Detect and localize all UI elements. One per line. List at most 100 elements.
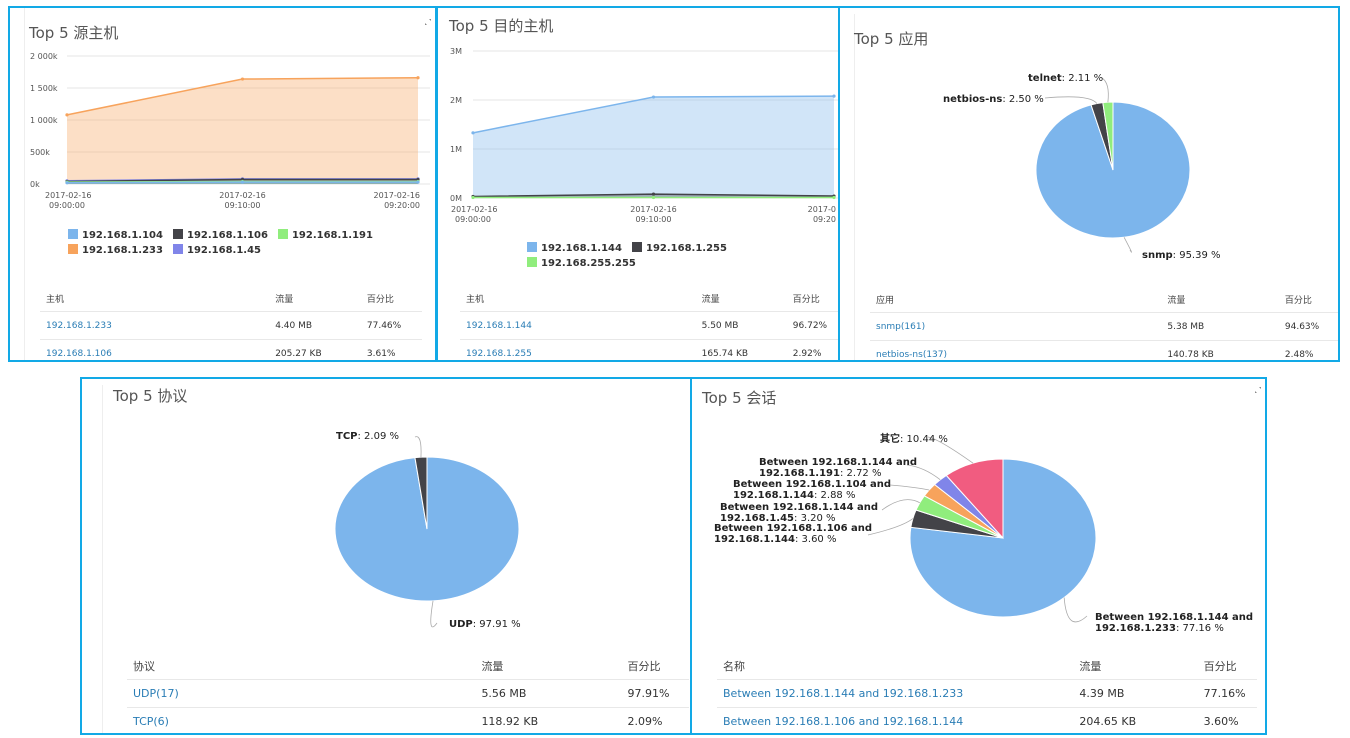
table-header-row: 主机 流量 百分比 xyxy=(460,285,838,312)
data-point[interactable] xyxy=(651,95,656,99)
pie-data-label: netbios-ns: 2.50 % xyxy=(943,94,1044,105)
legend-item[interactable]: 192.168.1.255 xyxy=(631,241,727,256)
legend-label: 192.168.1.233 xyxy=(82,245,163,256)
data-point[interactable] xyxy=(651,192,656,196)
row-name-link[interactable]: 192.168.1.233 xyxy=(40,311,270,340)
traffic-value: 5.50 MB xyxy=(695,311,787,340)
row-name-link[interactable]: Between 192.168.1.144 and 192.168.1.233 xyxy=(717,679,1074,708)
data-point[interactable] xyxy=(416,180,420,184)
panel-top5-applications: Top 5 应用 snmp: 95.39 % netbios-ns: 2.50 %… xyxy=(838,6,1340,362)
table-header-row: 应用 流量 百分比 xyxy=(870,286,1338,313)
expand-icon[interactable] xyxy=(424,18,432,26)
traffic-value: 204.65 KB xyxy=(1073,707,1198,733)
table-row: Between 192.168.1.106 and 192.168.1.144 2… xyxy=(717,707,1257,733)
data-point[interactable] xyxy=(240,180,245,184)
column-header[interactable]: 名称 xyxy=(717,653,1074,680)
column-header[interactable]: 协议 xyxy=(127,653,476,680)
table-row: 192.168.1.106 205.27 KB 3.61% xyxy=(40,339,422,360)
column-header[interactable]: 流量 xyxy=(695,285,787,312)
column-header[interactable]: 百分比 xyxy=(621,653,689,680)
row-name-link[interactable]: 192.168.1.144 xyxy=(460,311,696,340)
data-point[interactable] xyxy=(471,131,475,135)
x-tick-label: 09:20 xyxy=(813,215,836,224)
data-point[interactable] xyxy=(471,195,475,200)
pie-data-label: Between 192.168.1.104 and 192.168.1.144: … xyxy=(733,479,891,501)
row-name-link[interactable]: snmp(161) xyxy=(870,312,1162,341)
row-name-link[interactable]: TCP(6) xyxy=(127,707,476,733)
column-header[interactable]: 百分比 xyxy=(1197,653,1257,680)
label-connector xyxy=(867,518,914,536)
percent-value: 2.48% xyxy=(1278,340,1338,360)
expand-icon[interactable] xyxy=(1254,386,1262,394)
row-name-link[interactable]: 192.168.1.106 xyxy=(40,339,270,360)
label-connector xyxy=(881,499,920,511)
legend-item[interactable]: 192.168.255.255 xyxy=(527,256,636,271)
row-name-link[interactable]: 192.168.1.255 xyxy=(460,339,696,360)
data-point[interactable] xyxy=(416,76,420,80)
column-header[interactable]: 百分比 xyxy=(1278,286,1338,313)
legend-item[interactable]: 192.168.1.144 xyxy=(527,241,622,256)
legend-label: 192.168.1.106 xyxy=(186,230,268,241)
legend-label: 192.168.255.255 xyxy=(541,258,636,269)
pie-data-label: snmp: 95.39 % xyxy=(1142,250,1221,261)
pie-data-label: Between 192.168.1.106 and 192.168.1.144: … xyxy=(714,523,872,545)
legend-label: 192.168.1.255 xyxy=(645,243,727,254)
data-point[interactable] xyxy=(65,113,69,117)
x-tick-label: 09:10:00 xyxy=(225,201,261,210)
percent-value: 2.92% xyxy=(786,339,838,360)
column-header[interactable]: 百分比 xyxy=(360,285,422,312)
legend-label: 192.168.1.104 xyxy=(82,230,163,241)
traffic-value: 118.92 KB xyxy=(475,707,622,733)
table-header-row: 名称 流量 百分比 xyxy=(717,653,1257,680)
traffic-value: 4.40 MB xyxy=(269,311,361,340)
legend-swatch xyxy=(631,242,642,252)
data-point[interactable] xyxy=(240,77,245,81)
label-connector xyxy=(430,600,438,628)
row-name-link[interactable]: netbios-ns(137) xyxy=(870,340,1162,360)
legend-item[interactable]: 192.168.1.191 xyxy=(277,228,373,243)
row-name-link[interactable]: Between 192.168.1.106 and 192.168.1.144 xyxy=(717,707,1074,733)
pie-data-label: Between 192.168.1.144 and 192.168.1.45: 3… xyxy=(720,502,878,524)
percent-value: 77.46% xyxy=(360,311,422,340)
x-tick-label: 2017-02-16 xyxy=(630,205,677,214)
legend-item[interactable]: 192.168.1.106 xyxy=(172,228,268,243)
table-row: TCP(6) 118.92 KB 2.09% xyxy=(127,707,689,733)
data-table: 应用 流量 百分比 snmp(161) 5.38 MB 94.63% netbios-ns(… xyxy=(870,286,1338,360)
legend-label: 192.168.1.191 xyxy=(291,230,373,241)
column-header[interactable]: 流量 xyxy=(269,285,361,312)
column-header[interactable]: 流量 xyxy=(475,653,622,680)
column-header[interactable]: 主机 xyxy=(40,285,270,312)
y-tick-label: 0k xyxy=(30,180,40,189)
column-header[interactable]: 主机 xyxy=(460,285,696,312)
legend-item[interactable]: 192.168.1.45 xyxy=(172,243,261,258)
panel-top5-dest-hosts: Top 5 目的主机 0M 1M 2M 3M 2017-02-16 09:00:00 201… xyxy=(436,6,840,362)
legend-swatch xyxy=(277,229,288,239)
panel-title: Top 5 协议 xyxy=(113,387,188,405)
column-header[interactable]: 百分比 xyxy=(786,285,838,312)
x-tick-label: 09:00:00 xyxy=(455,215,491,224)
column-header[interactable]: 应用 xyxy=(870,286,1162,313)
pie-data-label: 其它: 10.44 % xyxy=(880,432,948,445)
data-point[interactable] xyxy=(651,195,656,200)
data-point[interactable] xyxy=(832,195,836,200)
data-point[interactable] xyxy=(832,94,836,98)
y-tick-label: 0M xyxy=(450,194,462,203)
table-row: 192.168.1.255 165.74 KB 2.92% xyxy=(460,339,838,360)
x-tick-label: 2017-02-16 xyxy=(374,191,421,200)
panel-top5-protocols: Top 5 协议 UDP: 97.91 % TCP: 2.09 % 协议 流量 百分比… xyxy=(80,377,692,735)
label-connector xyxy=(1063,597,1088,623)
column-header[interactable]: 流量 xyxy=(1073,653,1198,680)
data-point[interactable] xyxy=(65,181,69,185)
traffic-value: 140.78 KB xyxy=(1161,340,1279,360)
x-tick-label: 2017-02-16 xyxy=(45,191,92,200)
percent-value: 77.16% xyxy=(1197,679,1257,708)
column-header[interactable]: 流量 xyxy=(1161,286,1279,313)
x-tick-label: 2017-02-16 xyxy=(451,205,498,214)
label-connector xyxy=(889,484,930,491)
panel-title: Top 5 应用 xyxy=(854,30,929,48)
legend-item[interactable]: 192.168.1.104 xyxy=(68,228,163,243)
percent-value: 3.61% xyxy=(360,339,422,360)
row-name-link[interactable]: UDP(17) xyxy=(127,679,476,708)
series-area xyxy=(473,96,834,198)
legend-item[interactable]: 192.168.1.233 xyxy=(68,243,163,258)
